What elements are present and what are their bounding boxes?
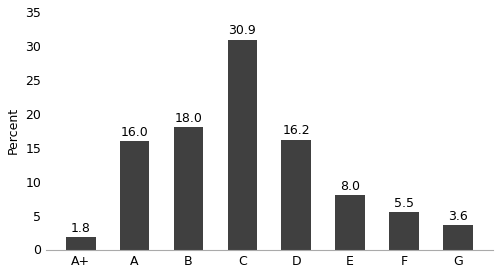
Bar (174, 127, 204, 249)
Text: 30.9: 30.9 (228, 24, 256, 37)
Bar (389, 212, 419, 249)
Bar (282, 139, 311, 249)
Text: 8.0: 8.0 (340, 180, 360, 193)
Y-axis label: Percent: Percent (7, 107, 20, 154)
Bar (443, 225, 472, 249)
Bar (228, 40, 257, 249)
Bar (120, 141, 150, 249)
Text: 18.0: 18.0 (174, 112, 203, 125)
Text: 16.0: 16.0 (120, 125, 148, 139)
Bar (66, 237, 96, 249)
Bar (336, 195, 365, 249)
Text: 16.2: 16.2 (282, 124, 310, 137)
Text: 1.8: 1.8 (71, 222, 90, 235)
Text: 5.5: 5.5 (394, 197, 414, 210)
Text: 3.6: 3.6 (448, 210, 468, 223)
